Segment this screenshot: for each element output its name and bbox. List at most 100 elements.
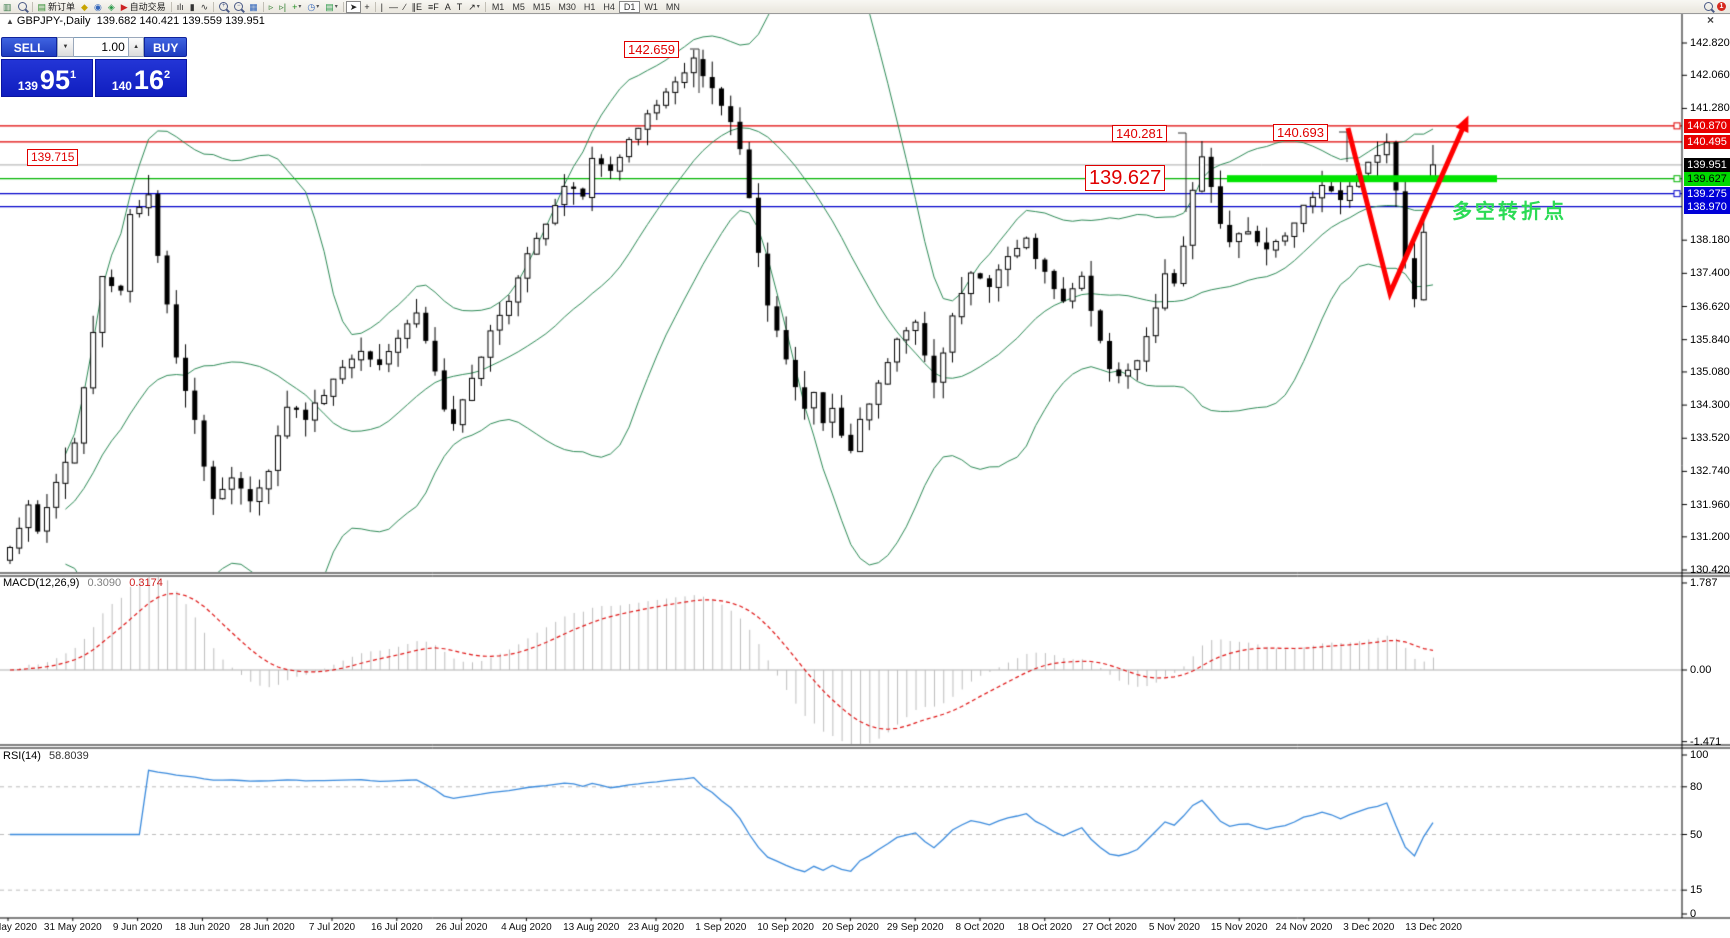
volume-increase-button[interactable]: ▲ [127, 37, 145, 57]
price-annotation-label[interactable]: 139.627 [1085, 165, 1166, 191]
price-annotation-label[interactable]: 140.693 [1273, 124, 1328, 141]
price-annotation-label[interactable]: 140.281 [1112, 125, 1167, 142]
price-annotation-label[interactable]: 142.659 [624, 41, 679, 58]
date-axis-label: 9 Jun 2020 [112, 922, 163, 933]
ohlc-values: 139.682 140.421 139.559 139.951 [96, 15, 265, 27]
timeframe-m1[interactable]: M1 [491, 1, 505, 12]
toolbar-separator [262, 1, 264, 12]
price-annotation-label[interactable]: 139.715 [27, 149, 79, 166]
account-icon[interactable]: ◉ [91, 1, 105, 13]
macd-axis-label: 0.00 [1690, 664, 1712, 676]
new-order-icon[interactable]: ▤ 新订单 [35, 1, 79, 13]
price-axis-label: 137.400 [1690, 267, 1730, 280]
macd-name: MACD(12,26,9) [3, 577, 80, 589]
date-axis-label: 1 Sep 2020 [695, 922, 747, 933]
symbol-period-label: GBPJPY-,Daily [16, 15, 91, 27]
cursor-icon[interactable]: ➤ [345, 0, 362, 13]
date-axis-label: 5 Nov 2020 [1148, 922, 1200, 933]
timeframe-h4[interactable]: H4 [603, 1, 615, 12]
add-indicator-icon[interactable]: + ▾ [289, 1, 304, 13]
timeframe-m15[interactable]: M15 [532, 1, 551, 12]
date-axis-label: 20 Sep 2020 [822, 922, 879, 933]
volume-input[interactable] [73, 37, 128, 57]
bid-big-digits: 95 [39, 65, 70, 95]
signals-icon[interactable]: ◈ [105, 1, 118, 13]
trendline-icon[interactable]: ∕ [401, 1, 409, 13]
auto-scroll-icon: ▹ [268, 1, 274, 12]
line-chart-icon[interactable]: ∿ [198, 1, 212, 13]
date-axis-label: 13 Dec 2020 [1405, 922, 1462, 933]
bar-chart-icon[interactable]: ılı [174, 1, 187, 13]
channel-icon[interactable]: ∥E [408, 1, 425, 13]
text-icon[interactable]: A [442, 1, 454, 13]
chart-shift-icon[interactable]: ▹| [276, 1, 289, 13]
date-axis-label: 21 May 2020 [0, 922, 37, 933]
price-level-badge: 140.870 [1684, 118, 1730, 133]
autotrading-icon[interactable]: ▶ 自动交易 [118, 1, 169, 13]
date-axis-label: 27 Oct 2020 [1082, 922, 1137, 933]
notification-icon[interactable]: 1 [1717, 2, 1726, 11]
rsi-axis-label: 80 [1690, 780, 1703, 793]
close-chart-button[interactable]: × [1707, 13, 1715, 27]
price-axis-label: 130.420 [1690, 564, 1730, 576]
auto-scroll-icon[interactable]: ▹ [266, 1, 277, 13]
bid-prefix: 139 [17, 79, 38, 93]
price-axis-label: 142.060 [1690, 69, 1730, 82]
price-axis-label: 133.520 [1690, 432, 1730, 445]
hline-icon: — [388, 1, 398, 12]
chart-profiles-icon[interactable] [15, 1, 30, 13]
bid-pip-digit: 1 [69, 69, 77, 81]
zoom-in-icon[interactable]: + [216, 1, 231, 13]
timeframe-m30[interactable]: M30 [558, 1, 576, 12]
one-click-trading-panel: SELL ▼ ▲ BUY 139 95 1 140 16 2 [1, 37, 187, 97]
hline-icon[interactable]: — [386, 1, 401, 13]
timeframe-w1[interactable]: W1 [644, 1, 658, 12]
timeframe-h1[interactable]: H1 [583, 1, 596, 12]
zoom-in-icon: + [219, 2, 229, 11]
rsi-axis-label: 100 [1690, 749, 1709, 761]
templates-icon[interactable]: ▤ ▾ [322, 1, 341, 13]
new-chart-icon[interactable]: ▥ [0, 1, 15, 13]
price-axis-label: 135.840 [1690, 333, 1730, 346]
sell-button[interactable]: SELL [1, 37, 58, 57]
ask-price-box[interactable]: 140 16 2 [95, 59, 187, 97]
toolbar-separator [484, 1, 486, 12]
fibonacci-icon[interactable]: ≡F [425, 1, 442, 13]
buy-button[interactable]: BUY [144, 37, 187, 57]
text-icon: A [444, 1, 451, 12]
styles-icon[interactable]: ◆ [78, 1, 91, 13]
date-axis-label: 31 May 2020 [43, 922, 102, 933]
price-axis-label: 131.200 [1690, 530, 1730, 543]
date-axis-label: 29 Sep 2020 [886, 922, 944, 933]
tile-windows-icon[interactable]: ▦ [246, 1, 261, 13]
collapse-triangle-icon[interactable]: ▲ [6, 17, 14, 26]
periodicity-icon[interactable]: ◷ ▾ [304, 1, 322, 13]
price-level-badge: 139.951 [1684, 157, 1730, 172]
arrows-icon[interactable]: ↗ ▾ [465, 1, 483, 13]
vline-icon[interactable]: | [378, 1, 386, 13]
crosshair-icon[interactable]: + [361, 1, 372, 13]
chinese-note-text[interactable]: 多空转折点 [1452, 201, 1567, 223]
date-axis-label: 24 Nov 2020 [1275, 922, 1333, 933]
text-label-icon[interactable]: T [454, 1, 466, 13]
timeframe-d1[interactable]: D1 [618, 0, 641, 13]
toolbar-separator [374, 1, 376, 12]
timeframe-m5[interactable]: M5 [512, 1, 525, 12]
date-axis-label: 26 Jul 2020 [435, 922, 488, 933]
macd-signal-value: 0.3174 [129, 577, 163, 589]
macd-pane-label: MACD(12,26,9) 0.3090 0.3174 [3, 577, 163, 589]
timeframe-mn[interactable]: MN [665, 1, 680, 12]
macd-axis-label: 1.787 [1690, 576, 1718, 589]
chart-title: ▲ GBPJPY-,Daily 139.682 140.421 139.559 1… [6, 15, 265, 27]
candlestick-chart-icon: ▮ [189, 1, 195, 12]
zoom-out-icon[interactable]: − [231, 1, 246, 13]
volume-decrease-button[interactable]: ▼ [57, 37, 74, 57]
candlestick-chart-icon[interactable]: ▮ [187, 1, 198, 13]
rsi-name: RSI(14) [3, 750, 41, 762]
periodicity-icon: ◷ [307, 1, 316, 12]
price-level-badge: 140.495 [1684, 134, 1730, 149]
bid-price-box[interactable]: 139 95 1 [1, 59, 93, 97]
search-icon[interactable] [1704, 2, 1713, 11]
